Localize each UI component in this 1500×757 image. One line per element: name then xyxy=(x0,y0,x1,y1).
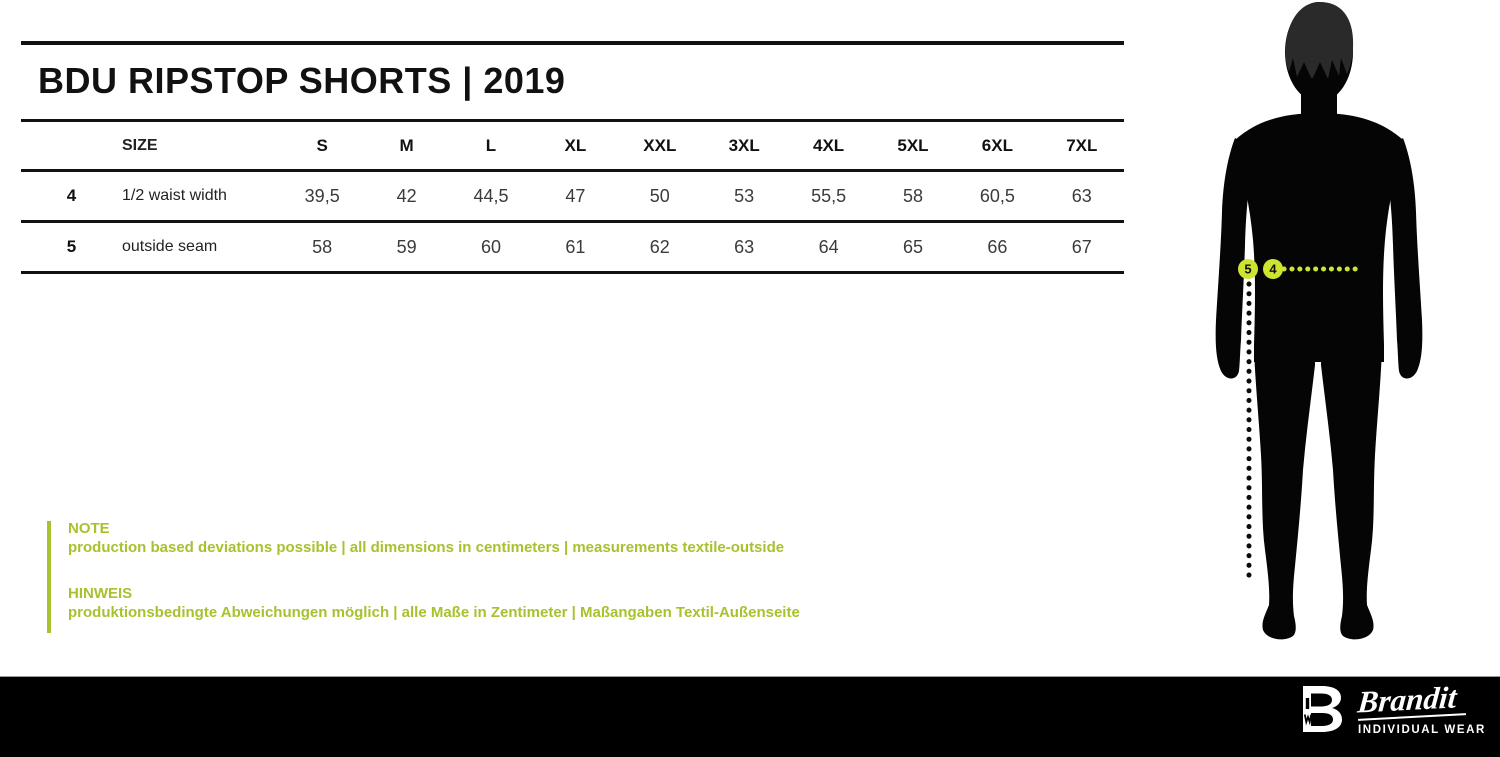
note-heading-en: NOTE xyxy=(68,520,110,537)
cell-value: 64 xyxy=(818,236,839,257)
cell-value: 55,5 xyxy=(811,185,847,206)
col-header-4xl: 4XL xyxy=(813,135,845,155)
cell-value: 50 xyxy=(649,185,670,206)
hair-shape xyxy=(1285,2,1354,80)
note-text-en: production based deviations possible | a… xyxy=(68,539,785,556)
cell-value: 63 xyxy=(734,236,755,257)
col-header-7xl: 7XL xyxy=(1066,135,1098,155)
note-text-de: produktionsbedingte Abweichungen möglich… xyxy=(68,604,800,621)
left-leg-shape xyxy=(1254,348,1315,640)
left-arm-shape xyxy=(1215,138,1257,379)
top-divider-rule xyxy=(21,41,1124,45)
marker-circle-4 xyxy=(1263,259,1283,279)
cell-value: 65 xyxy=(902,236,923,257)
neck-shape xyxy=(1301,78,1337,118)
cell-value: 47 xyxy=(565,185,586,206)
col-header-xl: XL xyxy=(564,135,587,155)
table-row-outside-seam: 5 outside seam 58 59 60 61 62 63 64 65 6… xyxy=(21,223,1124,274)
brand-script-text: Brandit xyxy=(1356,679,1459,720)
marker-circle-5 xyxy=(1238,259,1258,279)
col-header-l: L xyxy=(485,135,497,155)
torso-shape xyxy=(1235,113,1403,362)
cell-value: 67 xyxy=(1071,236,1092,257)
brandit-monogram-icon xyxy=(1303,686,1342,732)
cell-value: 58 xyxy=(312,236,333,257)
row-label: outside seam xyxy=(122,238,218,255)
row-number: 4 xyxy=(66,186,77,205)
col-header-m: M xyxy=(399,135,414,155)
brandit-logo: Brandit INDIVIDUAL WEAR xyxy=(1300,679,1486,736)
marker-label-seam: 5 xyxy=(1244,262,1251,277)
col-header-6xl: 6XL xyxy=(981,135,1013,155)
brand-tagline: INDIVIDUAL WEAR xyxy=(1358,724,1486,736)
cell-value: 39,5 xyxy=(304,185,340,206)
right-arm-shape xyxy=(1381,138,1423,379)
cell-value: 42 xyxy=(396,185,417,206)
note-accent-bar xyxy=(47,521,51,633)
silhouette-svg: 5 4 xyxy=(1215,2,1423,640)
cell-value: 58 xyxy=(902,185,923,206)
cell-value: 59 xyxy=(396,236,417,257)
male-silhouette-figure: 5 4 xyxy=(1185,0,1445,650)
cell-value: 66 xyxy=(987,236,1008,257)
col-header-3xl: 3XL xyxy=(728,135,760,155)
cell-value: 61 xyxy=(565,236,586,257)
col-header-5xl: 5XL xyxy=(897,135,929,155)
row-number: 5 xyxy=(66,237,77,256)
cell-value: 60,5 xyxy=(979,185,1015,206)
cell-value: 62 xyxy=(649,236,670,257)
cell-value: 60 xyxy=(480,236,501,257)
row-label: 1/2 waist width xyxy=(122,187,227,204)
cell-value: 63 xyxy=(1071,185,1092,206)
cell-value: 44,5 xyxy=(473,185,509,206)
col-header-s: S xyxy=(316,135,328,155)
note-heading-de: HINWEIS xyxy=(68,585,133,602)
table-header-row: SIZE S M L XL XXL 3XL 4XL 5XL 6XL 7XL xyxy=(21,119,1124,172)
size-header-label: SIZE xyxy=(122,136,158,154)
right-leg-shape xyxy=(1321,348,1382,640)
cell-value: 53 xyxy=(734,185,755,206)
table-row-waist-width: 4 1/2 waist width 39,5 42 44,5 47 50 53 … xyxy=(21,172,1124,223)
size-table: SIZE S M L XL XXL 3XL 4XL 5XL 6XL 7XL 4 … xyxy=(21,119,1124,274)
note-block: NOTE production based deviations possibl… xyxy=(47,519,947,633)
page-title: BDU RIPSTOP SHORTS | 2019 xyxy=(38,60,566,101)
marker-label-waist: 4 xyxy=(1269,262,1277,277)
footer-bar: Brandit INDIVIDUAL WEAR xyxy=(0,676,1500,757)
col-header-xxl: XXL xyxy=(643,135,677,155)
